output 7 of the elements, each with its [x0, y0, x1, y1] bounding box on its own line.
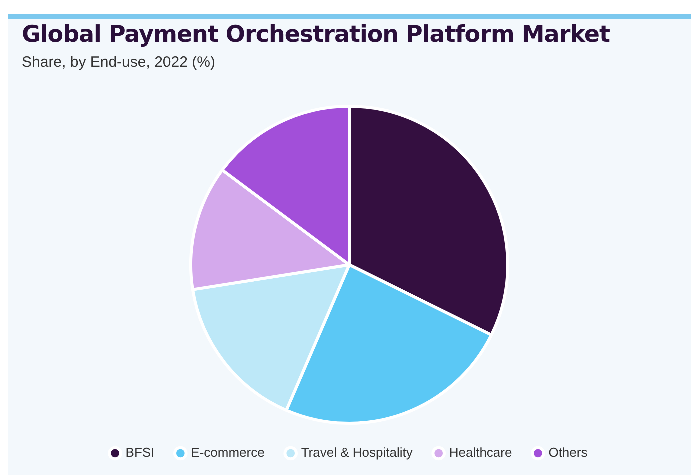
legend-label: Others [548, 445, 588, 460]
legend-label: Healthcare [449, 445, 512, 460]
legend-label: E-commerce [191, 445, 265, 460]
legend-label: BFSI [126, 445, 155, 460]
chart-subtitle: Share, by End-use, 2022 (%) [22, 54, 216, 71]
chart-title: Global Payment Orchestration Platform Market [22, 22, 610, 48]
legend-label: Travel & Hospitality [301, 445, 414, 460]
